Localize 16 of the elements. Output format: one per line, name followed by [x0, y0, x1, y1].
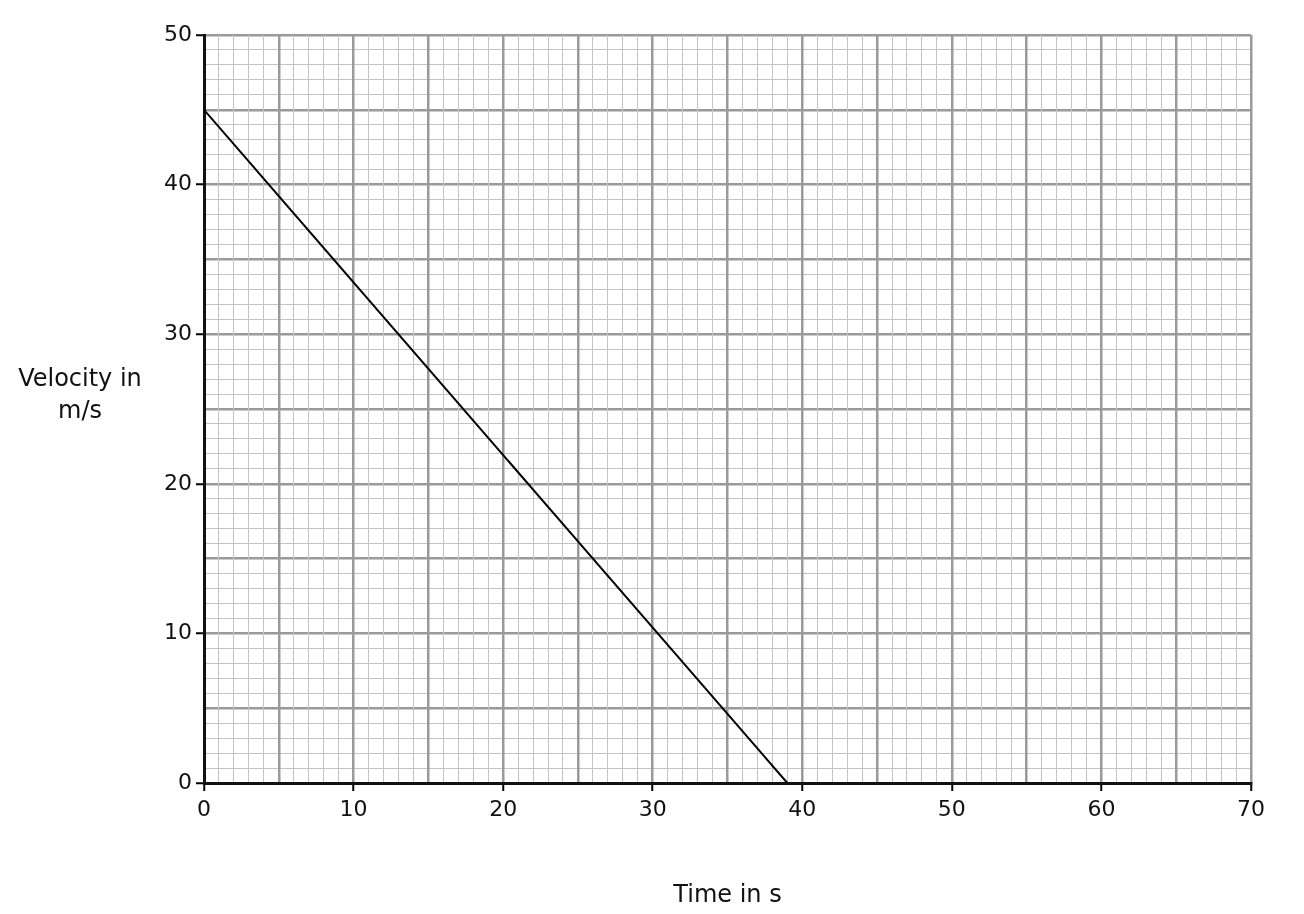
x-tick-label: 60: [1087, 795, 1116, 821]
x-tick-label: 0: [197, 795, 211, 821]
x-tick-label: 40: [788, 795, 817, 821]
y-tick-label: 30: [164, 319, 192, 345]
y-tick-label: 50: [164, 20, 192, 46]
y-tick-label: 20: [164, 469, 192, 495]
y-tick-label: 40: [164, 170, 192, 196]
x-tick-label: 70: [1237, 795, 1265, 821]
x-tick-label: 10: [339, 795, 368, 821]
x-axis-title: Time in s: [672, 879, 782, 908]
y-tick-label: 10: [164, 619, 192, 645]
x-tick-label: 30: [638, 795, 667, 821]
x-tick-label: 20: [489, 795, 518, 821]
y-axis-title: Velocity in m/s: [17, 363, 143, 426]
x-tick-label: 50: [937, 795, 966, 821]
y-tick-label: 0: [178, 768, 192, 794]
